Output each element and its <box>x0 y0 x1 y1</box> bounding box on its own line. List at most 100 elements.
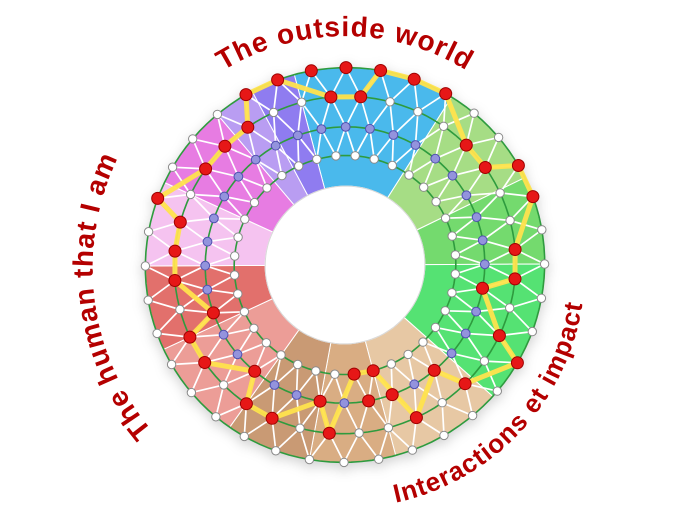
white-node <box>439 430 449 441</box>
white-node <box>143 227 154 237</box>
white-node <box>413 107 423 117</box>
white-node <box>296 97 307 107</box>
white-node <box>537 225 547 235</box>
white-node <box>330 369 340 379</box>
label-human-that-i-am: The human that I am <box>68 147 157 446</box>
white-node <box>469 108 479 118</box>
purple-node <box>430 153 441 164</box>
red-node <box>218 139 232 153</box>
white-node <box>152 328 162 339</box>
red-node <box>476 281 489 295</box>
red-node <box>199 162 213 176</box>
purple-node <box>446 348 457 359</box>
white-node <box>212 109 223 120</box>
purple-node <box>202 284 213 295</box>
purple-node <box>233 171 244 182</box>
red-node <box>183 330 197 344</box>
red-node <box>362 394 376 408</box>
red-node <box>409 411 423 425</box>
red-node <box>526 190 540 204</box>
purple-node <box>365 123 375 134</box>
purple-node <box>250 154 261 165</box>
white-node <box>440 306 450 316</box>
white-node <box>447 288 457 298</box>
ring-outline <box>233 154 457 376</box>
wheel-graphic <box>140 61 550 468</box>
purple-node <box>291 390 302 400</box>
white-node <box>479 356 490 366</box>
purple-node <box>218 329 229 340</box>
white-node <box>294 161 304 171</box>
white-node <box>440 213 451 223</box>
white-node <box>249 323 259 333</box>
white-node <box>385 97 395 107</box>
white-node <box>211 412 221 422</box>
white-node <box>261 338 271 348</box>
red-node <box>407 72 421 86</box>
red-node <box>347 367 361 381</box>
red-node <box>151 191 165 205</box>
red-node <box>271 73 285 87</box>
red-node <box>339 61 353 75</box>
red-node <box>265 411 279 425</box>
white-node <box>277 170 287 181</box>
red-node <box>239 397 253 411</box>
red-node <box>374 64 388 77</box>
white-node <box>268 107 279 118</box>
purple-node <box>471 306 482 317</box>
white-node <box>240 214 250 224</box>
white-node <box>450 250 461 260</box>
white-node <box>186 387 197 398</box>
purple-node <box>460 328 471 339</box>
white-node <box>304 454 315 465</box>
red-node <box>248 364 262 378</box>
white-node <box>239 307 250 317</box>
purple-node <box>447 170 458 181</box>
white-node <box>233 232 243 242</box>
white-node <box>536 293 547 303</box>
ring-outline <box>173 95 517 435</box>
red-node <box>458 377 472 391</box>
white-node <box>311 366 321 376</box>
white-node <box>404 170 414 180</box>
white-node <box>233 289 243 299</box>
purple-node <box>200 260 211 271</box>
center-hole <box>264 185 426 345</box>
white-node <box>167 162 178 172</box>
white-node <box>527 326 537 337</box>
white-node <box>249 197 260 208</box>
white-node <box>437 398 447 408</box>
white-node <box>188 134 198 144</box>
white-node <box>350 151 360 161</box>
purple-node <box>477 235 488 246</box>
white-node <box>467 410 478 421</box>
white-node <box>276 350 286 360</box>
purple-node <box>471 212 482 223</box>
white-node <box>339 457 349 468</box>
white-node <box>430 322 441 333</box>
white-node <box>239 431 250 442</box>
white-node <box>219 380 229 390</box>
white-node <box>331 151 341 161</box>
white-node <box>505 303 515 313</box>
red-node <box>510 356 524 370</box>
red-node <box>206 306 220 320</box>
white-node <box>505 215 515 226</box>
white-node <box>354 428 364 438</box>
red-node <box>168 274 182 287</box>
red-node <box>459 138 473 152</box>
purple-node <box>232 349 243 360</box>
red-node <box>492 329 506 343</box>
white-node <box>431 197 441 207</box>
white-node <box>386 359 396 369</box>
purple-node <box>388 130 399 140</box>
purple-node <box>410 140 421 150</box>
red-node <box>324 90 338 104</box>
red-node <box>508 243 522 256</box>
white-node <box>166 359 177 370</box>
red-node <box>313 394 327 408</box>
white-node <box>293 359 303 370</box>
red-node <box>354 90 368 104</box>
purple-node <box>339 398 350 409</box>
purple-node <box>202 236 213 247</box>
